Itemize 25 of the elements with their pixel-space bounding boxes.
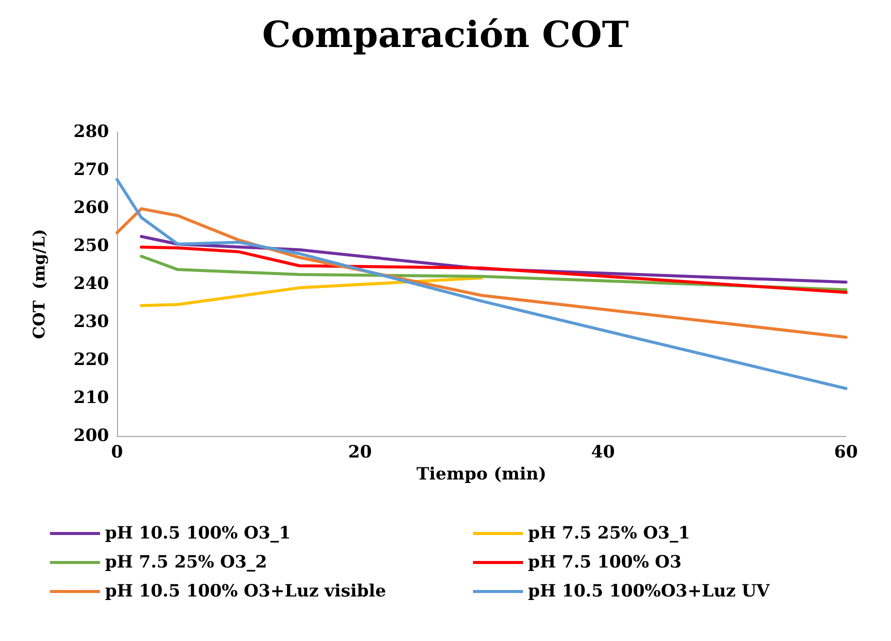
y-tick-label: 250: [74, 236, 110, 256]
line-series: [116, 178, 848, 390]
y-axis-title: COT (mg/L): [30, 228, 48, 340]
legend-label: pH 7.5 25% O3_2: [105, 552, 268, 572]
y-tick-label: 260: [74, 198, 110, 218]
chart-title: Comparación COT: [262, 14, 630, 56]
y-tick-label: 230: [74, 312, 110, 332]
y-tick-label: 210: [74, 388, 110, 408]
x-tick-label: 20: [348, 442, 372, 462]
y-tick-label: 280: [74, 122, 110, 142]
y-tick-label: 200: [74, 426, 110, 446]
legend-label: pH 10.5 100% O3_1: [105, 524, 291, 544]
legend-label: pH 7.5 25% O3_1: [528, 524, 690, 544]
x-tick-label: 60: [834, 442, 858, 462]
legend-label: pH 10.5 100%O3+Luz UV: [528, 582, 770, 602]
legend-label: pH 10.5 100% O3+Luz visible: [105, 582, 386, 602]
y-tick-label: 240: [74, 274, 110, 294]
x-axis-title: Tiempo (min): [416, 464, 546, 484]
line-series: [140, 276, 483, 308]
y-tick-label: 270: [74, 160, 110, 180]
x-tick-label: 0: [111, 442, 124, 462]
x-tick-label: 40: [591, 442, 615, 462]
y-tick-label: 220: [74, 350, 110, 370]
legend-label: pH 7.5 100% O3: [528, 552, 682, 572]
line-series: [140, 246, 848, 294]
